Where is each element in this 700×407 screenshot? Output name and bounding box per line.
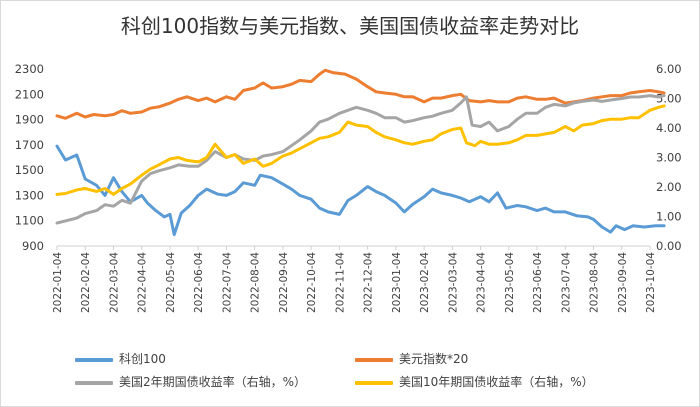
legend-swatch — [355, 357, 393, 362]
x-tick-label: 2022-04-04 — [137, 252, 149, 313]
chart-axes: 900 1100 1300 1500 1700 1900 2100 2300 0.00 1.00 2… — [15, 62, 682, 313]
x-tick-label: 2022-07-04 — [221, 252, 233, 313]
legend-label: 科创100 — [119, 352, 166, 366]
x-tick-label: 2023-06-04 — [532, 252, 544, 313]
y-left-tick-label: 2300 — [15, 62, 44, 76]
legend-swatch — [355, 380, 393, 385]
y-left-tick-label: 2100 — [15, 87, 44, 101]
x-tick-label: 2022-01-04 — [52, 252, 64, 313]
x-tick-label: 2022-03-04 — [108, 252, 120, 313]
series-line-3 — [55, 104, 666, 196]
y-left-tick-label: 1900 — [15, 113, 44, 127]
x-tick-label: 2023-01-04 — [391, 252, 403, 313]
series-line-2 — [55, 94, 666, 225]
x-tick-label: 2022-12-04 — [363, 252, 375, 313]
y-left-tick-label: 900 — [22, 239, 44, 253]
x-tick-label: 2023-10-04 — [645, 252, 657, 313]
y-right-tick-label: 1.00 — [656, 210, 682, 224]
x-tick-label: 2022-09-04 — [278, 252, 290, 313]
x-tick-label: 2023-02-04 — [419, 252, 431, 313]
series-line-0 — [55, 144, 666, 237]
chart-series — [55, 68, 666, 237]
legend-label: 美元指数*20 — [399, 352, 469, 366]
legend-swatch — [75, 357, 113, 362]
y-left-tick-label: 1100 — [15, 214, 44, 228]
y-left-tick-label: 1500 — [15, 163, 44, 177]
y-right-tick-label: 6.00 — [656, 62, 682, 76]
legend-label: 美国10年期国债收益率（右轴，%） — [399, 375, 594, 389]
x-tick-label: 2023-08-04 — [589, 252, 601, 313]
y-left-tick-label: 1700 — [15, 138, 44, 152]
x-tick-label: 2022-11-04 — [334, 252, 346, 313]
y-right-tick-label: 3.00 — [656, 151, 682, 165]
x-tick-label: 2023-03-04 — [447, 252, 459, 313]
y-right-tick-label: 2.00 — [656, 180, 682, 194]
legend-item-kc100: 科创100 — [75, 350, 166, 367]
y-right-tick-label: 4.00 — [656, 121, 682, 135]
chart-title: 科创100指数与美元指数、美国国债收益率走势对比 — [120, 14, 580, 38]
x-tick-label: 2023-07-04 — [560, 252, 572, 313]
x-tick-label: 2022-02-04 — [80, 252, 92, 313]
legend-item-us10y: 美国10年期国债收益率（右轴，%） — [355, 373, 594, 390]
x-tick-label: 2022-06-04 — [193, 252, 205, 313]
x-tick-label: 2023-09-04 — [617, 252, 629, 313]
y-left-tick-label: 1300 — [15, 188, 44, 202]
x-tick-label: 2022-05-04 — [165, 252, 177, 313]
legend-swatch — [75, 380, 113, 385]
series-line-1 — [55, 68, 666, 120]
y-right-tick-label: 0.00 — [656, 239, 682, 253]
legend-label: 美国2年期国债收益率（右轴，%） — [119, 375, 307, 389]
x-tick-label: 2022-10-04 — [306, 252, 318, 313]
x-tick-label: 2022-08-04 — [250, 252, 262, 313]
legend-item-us2y: 美国2年期国债收益率（右轴，%） — [75, 373, 306, 390]
x-tick-label: 2023-04-04 — [476, 252, 488, 313]
legend-item-usd-index: 美元指数*20 — [355, 350, 468, 367]
x-tick-label: 2023-05-04 — [504, 252, 516, 313]
